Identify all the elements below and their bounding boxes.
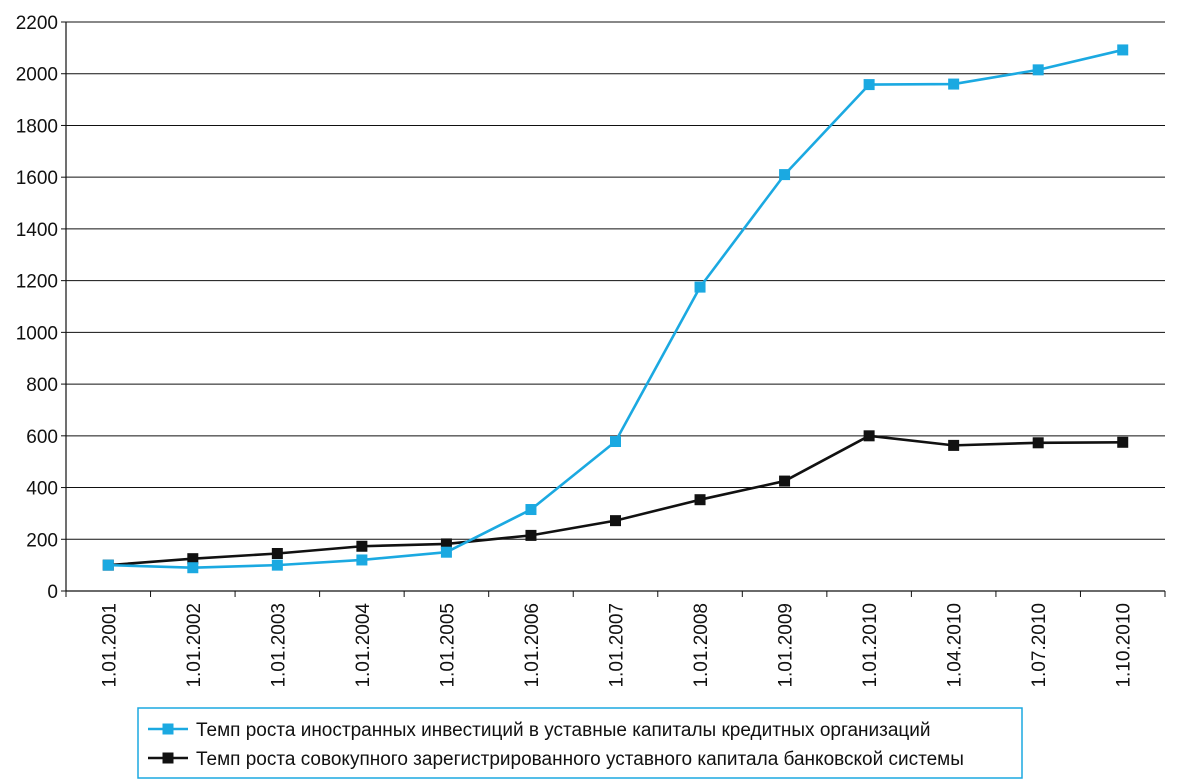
data-point (187, 562, 199, 574)
y-tick-label: 1600 (16, 168, 58, 189)
data-point (948, 78, 960, 90)
data-point (271, 559, 283, 571)
data-point (271, 547, 283, 559)
y-tick-label: 600 (26, 427, 58, 448)
data-point (610, 515, 621, 527)
data-point (863, 430, 875, 442)
x-tick-label: 1.01.2004 (353, 603, 374, 688)
x-tick-label: 1.04.2010 (945, 603, 966, 688)
y-tick-label: 200 (26, 530, 58, 551)
legend-swatch-marker (162, 752, 174, 764)
y-tick-label: 400 (26, 479, 58, 500)
x-tick-label: 1.07.2010 (1029, 603, 1050, 688)
data-point (863, 79, 875, 91)
data-point (1117, 436, 1129, 448)
data-point (694, 281, 706, 293)
data-point (779, 475, 791, 487)
x-tick-label: 1.01.2007 (607, 603, 628, 688)
data-point (1032, 437, 1044, 449)
data-point (102, 559, 114, 571)
data-point (356, 540, 368, 552)
legend-label: Темп роста совокупного зарегистрированно… (196, 749, 964, 770)
legend: Темп роста иностранных инвестиций в уста… (137, 707, 1023, 779)
series-line (108, 48, 1124, 570)
x-tick-label: 1.01.2005 (437, 603, 458, 688)
legend-swatch-marker (162, 723, 174, 735)
y-tick-label: 2200 (16, 13, 58, 34)
legend-box (137, 707, 1023, 779)
data-point (525, 504, 537, 516)
y-tick-label: 1200 (16, 272, 58, 293)
data-point (440, 546, 452, 558)
x-tick-label: 1.10.2010 (1114, 603, 1135, 688)
series (102, 44, 1129, 574)
data-point (1117, 44, 1129, 56)
x-tick-label: 1.01.2009 (776, 603, 797, 688)
data-point (610, 436, 621, 448)
data-point (694, 494, 706, 506)
data-point (440, 538, 452, 550)
x-tick-label: 1.01.2003 (268, 603, 289, 688)
x-tick-label: 1.01.2001 (99, 603, 120, 688)
x-tick-label: 1.01.2010 (860, 603, 881, 688)
gridlines (66, 21, 1165, 540)
y-tick-label: 800 (26, 375, 58, 396)
data-point (525, 529, 537, 541)
y-tick-labels: 0 200 400 600 800 1000 1200 1400 1600 1800 2000 220… (16, 13, 58, 603)
data-point (187, 553, 199, 565)
x-tick-label: 1.01.2002 (184, 603, 205, 688)
data-point (1032, 64, 1044, 76)
data-point (779, 169, 791, 181)
legend-label: Темп роста иностранных инвестиций в уста… (196, 720, 931, 741)
x-tick-labels: 1.01.2001 1.01.2002 1.01.2003 1.01.2004 1.01… (99, 603, 1134, 688)
y-tick-label: 1800 (16, 116, 58, 137)
data-point (948, 439, 960, 451)
y-tick-label: 1000 (16, 323, 58, 344)
data-point (356, 554, 368, 566)
series-line (108, 434, 1123, 567)
y-tick-label: 2000 (16, 65, 58, 86)
y-tick-label: 0 (47, 582, 58, 603)
y-tick-label: 1400 (16, 220, 58, 241)
x-tick-label: 1.01.2006 (522, 603, 543, 688)
axes (61, 21, 1166, 597)
x-tick-label: 1.01.2008 (691, 603, 712, 688)
